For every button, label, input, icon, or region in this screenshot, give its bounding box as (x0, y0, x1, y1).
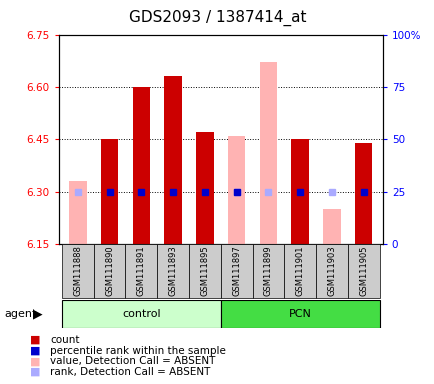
Bar (322, 209, 340, 244)
Bar (252, 244, 284, 298)
Bar (164, 76, 181, 244)
Text: GSM111897: GSM111897 (232, 245, 240, 296)
Text: ■: ■ (30, 356, 40, 366)
Bar (188, 244, 220, 298)
Bar (157, 244, 188, 298)
Text: value, Detection Call = ABSENT: value, Detection Call = ABSENT (50, 356, 215, 366)
Bar (316, 244, 347, 298)
Text: GSM111895: GSM111895 (200, 245, 209, 296)
Bar (62, 300, 220, 328)
Bar (284, 244, 316, 298)
Text: GSM111903: GSM111903 (327, 245, 335, 296)
Bar (93, 244, 125, 298)
Text: GSM111890: GSM111890 (105, 245, 114, 296)
Text: GSM111901: GSM111901 (295, 245, 304, 296)
Text: agent: agent (4, 309, 36, 319)
Bar (291, 139, 308, 244)
Text: ■: ■ (30, 335, 40, 345)
Bar (354, 143, 372, 244)
Text: ■: ■ (30, 346, 40, 356)
Text: count: count (50, 335, 79, 345)
Bar (259, 63, 276, 244)
Bar (220, 244, 252, 298)
Bar (101, 139, 118, 244)
Bar (220, 300, 379, 328)
Bar (132, 87, 150, 244)
Text: ■: ■ (30, 367, 40, 377)
Text: PCN: PCN (288, 309, 311, 319)
Text: GDS2093 / 1387414_at: GDS2093 / 1387414_at (128, 10, 306, 26)
Text: control: control (122, 309, 160, 319)
Text: rank, Detection Call = ABSENT: rank, Detection Call = ABSENT (50, 367, 210, 377)
Bar (69, 181, 86, 244)
Bar (62, 244, 93, 298)
Text: GSM111891: GSM111891 (137, 245, 145, 296)
Text: GSM111888: GSM111888 (73, 245, 82, 296)
Bar (227, 136, 245, 244)
Bar (125, 244, 157, 298)
Bar (347, 244, 379, 298)
Bar (196, 132, 213, 244)
Text: GSM111899: GSM111899 (263, 245, 272, 296)
Text: GSM111893: GSM111893 (168, 245, 177, 296)
Text: percentile rank within the sample: percentile rank within the sample (50, 346, 225, 356)
Text: ▶: ▶ (33, 308, 42, 320)
Text: GSM111905: GSM111905 (358, 245, 368, 296)
